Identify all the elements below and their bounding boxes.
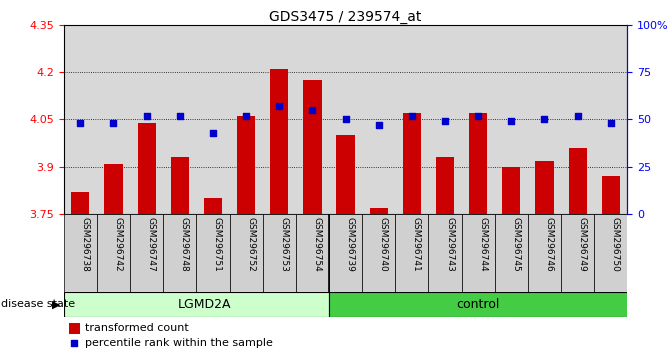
Text: LGMD2A: LGMD2A: [178, 298, 231, 311]
Text: GSM296747: GSM296747: [147, 217, 156, 271]
Text: GSM296743: GSM296743: [445, 217, 454, 271]
Text: GSM296752: GSM296752: [246, 217, 255, 271]
Point: [340, 116, 351, 122]
Bar: [403, 113, 421, 214]
Bar: [561, 214, 595, 292]
Bar: [64, 292, 329, 317]
Point: [539, 116, 550, 122]
Bar: [303, 80, 321, 214]
Point: [407, 113, 417, 119]
Point: [174, 113, 185, 119]
Text: GSM296745: GSM296745: [511, 217, 520, 271]
Point: [307, 107, 318, 113]
Bar: [535, 160, 554, 214]
Text: GSM296741: GSM296741: [412, 217, 421, 271]
Bar: [502, 167, 521, 214]
Bar: [362, 214, 395, 292]
Bar: [64, 214, 97, 292]
Text: GSM296754: GSM296754: [313, 217, 321, 271]
Bar: [469, 113, 487, 214]
Text: GSM296739: GSM296739: [346, 217, 354, 272]
Text: GSM296744: GSM296744: [478, 217, 487, 271]
Point: [108, 120, 119, 126]
Point: [440, 119, 450, 124]
Bar: [105, 164, 123, 214]
Text: control: control: [456, 298, 500, 311]
Point: [241, 113, 252, 119]
Bar: [436, 157, 454, 214]
Text: disease state: disease state: [1, 299, 74, 309]
Bar: [370, 208, 388, 214]
Bar: [528, 214, 561, 292]
Text: GSM296748: GSM296748: [180, 217, 189, 271]
Bar: [170, 157, 189, 214]
Bar: [130, 214, 163, 292]
Bar: [595, 214, 627, 292]
Text: GSM296740: GSM296740: [378, 217, 388, 271]
Point: [75, 120, 86, 126]
Bar: [163, 214, 197, 292]
Bar: [462, 214, 495, 292]
Point: [506, 119, 517, 124]
Text: percentile rank within the sample: percentile rank within the sample: [85, 338, 273, 348]
Point: [69, 340, 80, 346]
Bar: [138, 122, 156, 214]
Bar: [97, 214, 130, 292]
Text: transformed count: transformed count: [85, 324, 189, 333]
Point: [605, 120, 616, 126]
Bar: [229, 214, 262, 292]
Bar: [429, 214, 462, 292]
Bar: [69, 324, 80, 334]
Point: [142, 113, 152, 119]
Text: GSM296751: GSM296751: [213, 217, 222, 272]
Bar: [71, 192, 89, 214]
Text: GSM296753: GSM296753: [279, 217, 289, 272]
Text: GSM296738: GSM296738: [81, 217, 89, 272]
Text: GSM296750: GSM296750: [611, 217, 620, 272]
Bar: [336, 135, 355, 214]
Point: [274, 103, 285, 109]
Bar: [495, 214, 528, 292]
Point: [373, 122, 384, 128]
Text: ▶: ▶: [52, 299, 61, 309]
Point: [572, 113, 583, 119]
Bar: [329, 214, 362, 292]
Bar: [262, 214, 296, 292]
Bar: [602, 176, 620, 214]
Text: GSM296749: GSM296749: [578, 217, 586, 271]
Text: GSM296746: GSM296746: [544, 217, 554, 271]
Bar: [296, 214, 329, 292]
Text: GSM296742: GSM296742: [113, 217, 123, 271]
Point: [207, 130, 218, 136]
Bar: [329, 292, 644, 317]
Point: [473, 113, 484, 119]
Title: GDS3475 / 239574_at: GDS3475 / 239574_at: [269, 10, 422, 24]
Bar: [197, 214, 229, 292]
Bar: [395, 214, 429, 292]
Bar: [237, 116, 255, 214]
Bar: [204, 198, 222, 214]
Bar: [270, 69, 289, 214]
Bar: [568, 148, 586, 214]
